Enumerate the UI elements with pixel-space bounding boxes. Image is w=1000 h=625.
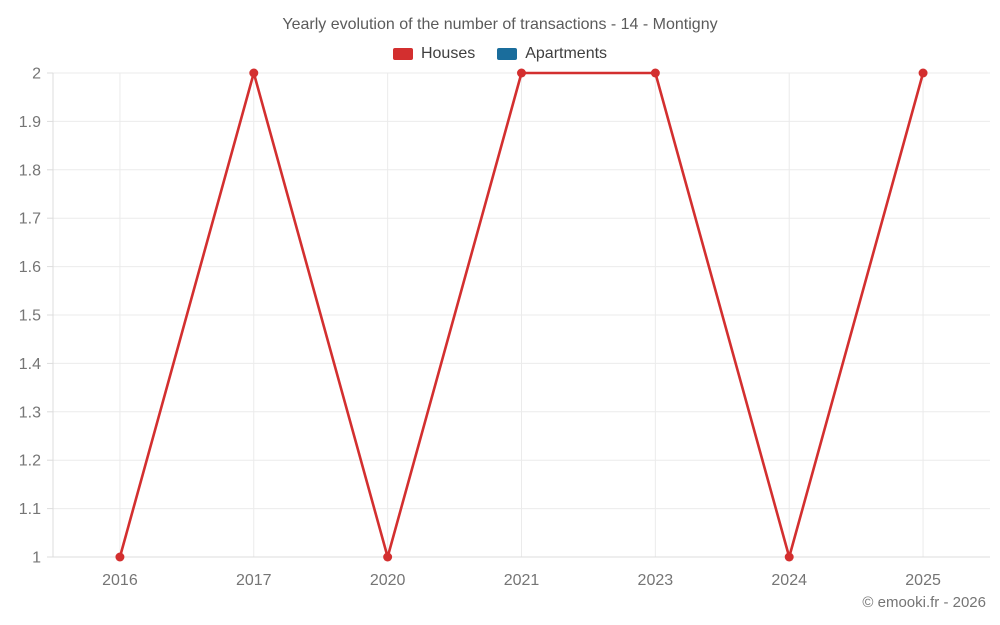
- data-point: [650, 68, 660, 78]
- x-tick-label: 2024: [771, 572, 807, 589]
- data-point: [249, 68, 259, 78]
- apartments-series-swatch-icon: [497, 48, 518, 60]
- y-tick-label: 1.6: [19, 259, 41, 276]
- x-tick-label: 2017: [236, 572, 272, 589]
- y-tick-label: 2: [32, 66, 41, 83]
- chart-title: Yearly evolution of the number of transa…: [282, 16, 718, 33]
- legend-item-houses[interactable]: Houses: [392, 45, 476, 63]
- copyright-attribution: © emooki.fr - 2026: [862, 594, 986, 611]
- houses-series-swatch-icon: [392, 48, 413, 60]
- x-tick-label: 2021: [504, 572, 540, 589]
- x-tick-label: 2020: [370, 572, 406, 589]
- y-tick-label: 1.1: [19, 501, 41, 518]
- y-tick-label: 1: [32, 550, 41, 567]
- y-tick-label: 1.8: [19, 162, 41, 179]
- y-tick-label: 1.5: [19, 308, 41, 325]
- legend: Houses Apartments: [0, 45, 1000, 63]
- data-point: [517, 68, 526, 78]
- legend-item-apartments[interactable]: Apartments: [497, 45, 607, 63]
- data-point: [918, 68, 928, 78]
- y-tick-label: 1.7: [19, 211, 41, 228]
- y-tick-label: 1.2: [19, 453, 41, 470]
- data-point: [115, 552, 125, 562]
- y-tick-label: 1.4: [19, 356, 41, 373]
- legend-label-houses: Houses: [420, 45, 476, 62]
- legend-label-apartments: Apartments: [525, 45, 608, 62]
- y-tick-label: 1.3: [19, 404, 41, 421]
- x-tick-label: 2016: [102, 572, 138, 589]
- x-tick-label: 2025: [905, 572, 941, 589]
- data-point: [784, 552, 794, 562]
- y-tick-label: 1.9: [19, 114, 41, 131]
- data-point: [383, 552, 393, 562]
- x-tick-label: 2023: [638, 572, 674, 589]
